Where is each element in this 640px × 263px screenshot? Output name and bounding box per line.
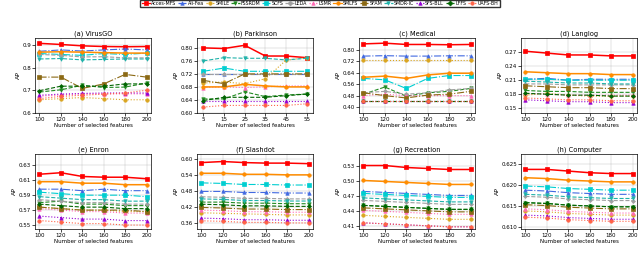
Title: (b) Parkinson: (b) Parkinson xyxy=(233,30,277,37)
X-axis label: Number of selected features: Number of selected features xyxy=(540,123,618,128)
Title: (a) VirusGO: (a) VirusGO xyxy=(74,30,112,37)
Title: (d) Langlog: (d) Langlog xyxy=(560,30,598,37)
Y-axis label: AP: AP xyxy=(499,72,503,79)
Title: (c) Medical: (c) Medical xyxy=(399,30,435,37)
X-axis label: Number of selected features: Number of selected features xyxy=(216,123,294,128)
Legend: Acces-MFS, Ali-Fea, SMILE, FSSRDM, SCFS, LEDA, LSMR, SMLFS, SFAM, SMDR-IC, SFS-B: Acces-MFS, Ali-Fea, SMILE, FSSRDM, SCFS,… xyxy=(140,0,500,7)
X-axis label: Number of selected features: Number of selected features xyxy=(54,239,132,244)
Title: (g) Recreation: (g) Recreation xyxy=(393,146,441,153)
Y-axis label: AP: AP xyxy=(12,188,17,195)
Y-axis label: AP: AP xyxy=(337,72,341,79)
Title: (f) Slashdot: (f) Slashdot xyxy=(236,146,275,153)
X-axis label: Number of selected features: Number of selected features xyxy=(378,123,456,128)
Y-axis label: AP: AP xyxy=(337,188,341,195)
X-axis label: Number of selected features: Number of selected features xyxy=(216,239,294,244)
Y-axis label: AP: AP xyxy=(495,188,500,195)
Y-axis label: AP: AP xyxy=(16,72,21,79)
X-axis label: Number of selected features: Number of selected features xyxy=(540,239,618,244)
X-axis label: Number of selected features: Number of selected features xyxy=(378,239,456,244)
Title: (h) Computer: (h) Computer xyxy=(557,146,602,153)
X-axis label: Number of selected features: Number of selected features xyxy=(54,123,132,128)
Y-axis label: AP: AP xyxy=(174,72,179,79)
Y-axis label: AP: AP xyxy=(174,188,179,195)
Title: (e) Enron: (e) Enron xyxy=(77,146,109,153)
